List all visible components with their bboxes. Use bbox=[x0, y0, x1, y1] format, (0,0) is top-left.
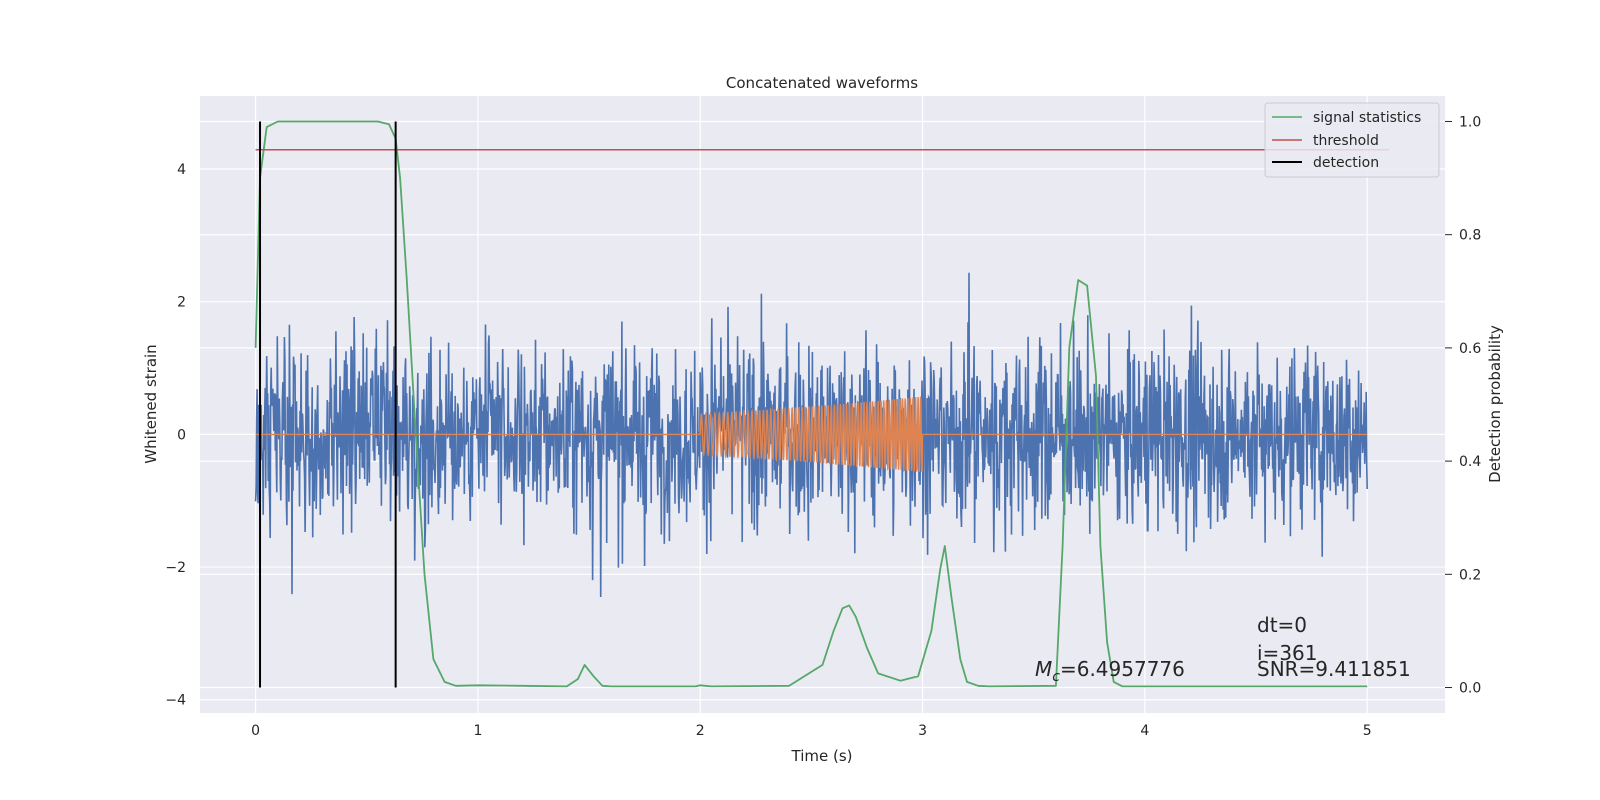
y-axis-label-left: Whitened strain bbox=[142, 344, 160, 463]
legend-label-threshold: threshold bbox=[1313, 133, 1379, 149]
y-tick-label-right: 0.0 bbox=[1459, 681, 1481, 697]
y-tick-label-right: 0.2 bbox=[1459, 567, 1481, 583]
y-axis-label-right: Detection probability bbox=[1486, 325, 1504, 483]
y-tick-label-left: 4 bbox=[177, 162, 186, 178]
y-tick-label-right: 1.0 bbox=[1459, 114, 1481, 130]
x-tick-label: 5 bbox=[1363, 723, 1372, 739]
y-tick-label-right: 0.6 bbox=[1459, 341, 1481, 357]
legend: signal statistics threshold detection bbox=[1264, 102, 1440, 178]
statistics-series bbox=[254, 120, 1368, 688]
waveform-line bbox=[255, 396, 1368, 473]
detection-series bbox=[259, 121, 397, 688]
chirp-mass-value: =6.4957776 bbox=[1060, 657, 1185, 681]
strain-line bbox=[254, 272, 1368, 598]
strain-series bbox=[254, 272, 1368, 598]
legend-label-detection: detection bbox=[1313, 155, 1379, 171]
x-tick-label: 1 bbox=[473, 723, 482, 739]
chirp-mass-symbol: M bbox=[1035, 657, 1052, 681]
y-tick-label-left: 0 bbox=[177, 427, 186, 443]
chirp-mass-subscript: c bbox=[1052, 669, 1060, 685]
annotation-index: i=361 bbox=[1257, 641, 1318, 665]
x-axis-label: Time (s) bbox=[791, 747, 853, 765]
y-tick-label-left: −2 bbox=[165, 560, 186, 576]
x-tick-label: 0 bbox=[251, 723, 260, 739]
legend-label-statistics: signal statistics bbox=[1313, 110, 1421, 126]
x-tick-label: 4 bbox=[1140, 723, 1149, 739]
annotation-dt: dt=0 bbox=[1257, 613, 1307, 637]
annotation-snr: SNR=9.411851 bbox=[1257, 657, 1411, 681]
axis-ticks: 0 1 2 3 4 5 −4 −2 0 2 4 0.0 0.2 0.4 0.6 0.8 1.0 bbox=[165, 114, 1481, 739]
chart-title: Concatenated waveforms bbox=[726, 74, 918, 92]
x-tick-label: 2 bbox=[696, 723, 705, 739]
y-tick-label-left: 2 bbox=[177, 295, 186, 311]
x-tick-label: 3 bbox=[918, 723, 927, 739]
legend-box bbox=[1264, 102, 1440, 178]
y-tick-label-right: 0.4 bbox=[1459, 454, 1481, 470]
y-tick-label-right: 0.8 bbox=[1459, 228, 1481, 244]
y-tick-label-left: −4 bbox=[165, 693, 186, 709]
waveform-series bbox=[255, 396, 1368, 473]
annotation-chirp-mass: Mc=6.4957776 bbox=[1035, 657, 1185, 685]
annotations: Mc=6.4957776 dt=0 i=361 SNR=9.411851 bbox=[1035, 613, 1411, 685]
statistics-line bbox=[254, 120, 1368, 688]
